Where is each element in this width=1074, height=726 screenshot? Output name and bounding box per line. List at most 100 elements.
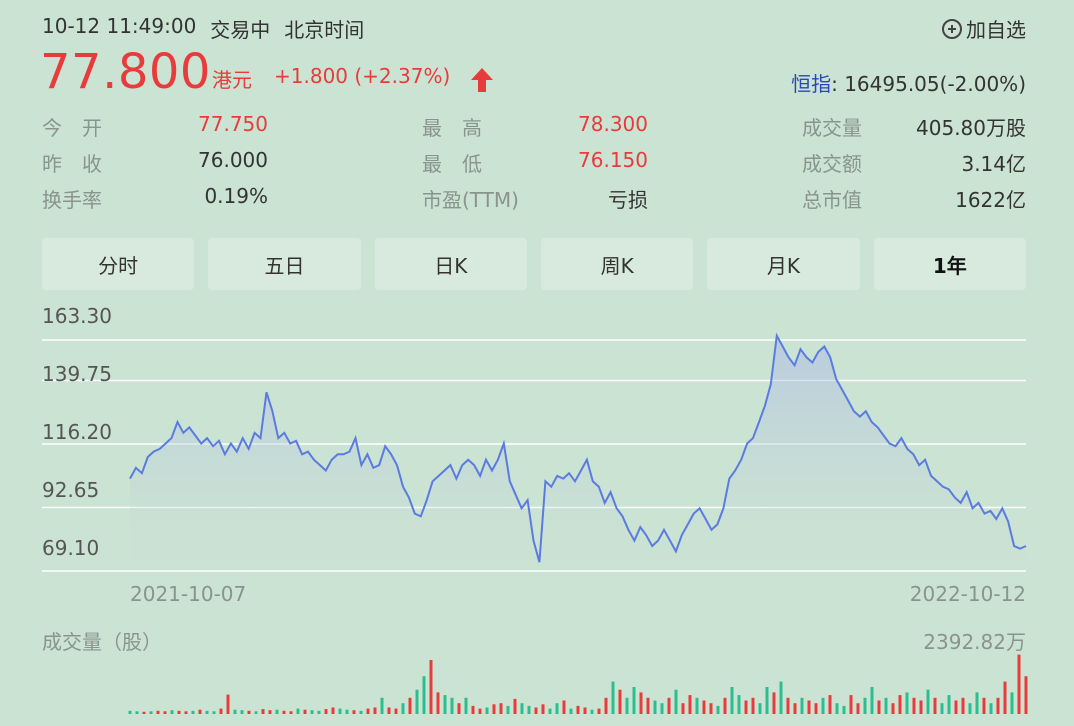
amount-label: 成交额 [802, 152, 862, 176]
volume-bar [814, 703, 818, 714]
volume-bar [961, 697, 965, 714]
volume-bar [653, 700, 657, 714]
volume-bar [590, 709, 594, 714]
volume-bar [478, 708, 482, 714]
volume-bar [338, 708, 342, 714]
index-label: 恒指 [791, 72, 832, 96]
volume-bar [394, 708, 398, 714]
volume-bar [884, 697, 888, 714]
volume-bar [758, 703, 762, 714]
volume-bar [541, 704, 545, 714]
volume-value: 405.80万股 [916, 116, 1026, 140]
volume-bar [527, 705, 531, 714]
volume-bar [415, 689, 419, 714]
volume-bar [989, 703, 993, 714]
volume-bar [163, 711, 167, 714]
volume-bar [905, 692, 909, 714]
volume-bar [520, 703, 524, 714]
tab-one-year[interactable]: 1年 [873, 238, 1026, 290]
price-change: +1.800 (+2.37%) [274, 64, 451, 88]
tab-weekly-k[interactable]: 周K [540, 238, 694, 290]
volume-bar [870, 687, 874, 714]
volume-bar [275, 709, 279, 714]
volume-max: 2392.82万 [923, 630, 1026, 654]
end-date: 2022-10-12 [909, 582, 1026, 606]
volume-bar [352, 710, 356, 714]
y-tick-label: 139.75 [42, 362, 112, 386]
index-value: : 16495.05(-2.00%) [831, 72, 1026, 96]
volume-bar [569, 708, 573, 714]
volume-bar [779, 681, 783, 714]
index-quote[interactable]: 恒指: 16495.05(-2.00%) [791, 68, 1026, 97]
volume-bar [996, 697, 1000, 714]
volume-bar [191, 710, 195, 714]
volume-bar [240, 710, 244, 714]
tab-monthly-k[interactable]: 月K [707, 238, 860, 290]
volume-bar [737, 695, 741, 714]
volume-bar [506, 705, 510, 714]
volume-chart-label: 成交量（股） [42, 630, 162, 654]
volume-bar [835, 703, 839, 714]
volume-bar [380, 697, 384, 714]
trading-status: 交易中 [210, 18, 271, 42]
volume-bar [968, 703, 972, 714]
open-value: 77.750 [198, 112, 268, 136]
prev-close-label: 昨 收 [42, 152, 102, 176]
market-cap-value: 1622亿 [955, 188, 1026, 212]
low-value: 76.150 [578, 148, 648, 172]
high-label: 最 高 [422, 116, 482, 140]
volume-bar [863, 697, 867, 714]
price-line [129, 332, 1027, 563]
volume-bar [919, 700, 923, 714]
volume-bar [485, 707, 489, 714]
tab-five-day[interactable]: 五日 [208, 238, 361, 290]
volume-bar [681, 703, 685, 714]
volume-bar [695, 697, 699, 714]
volume-bar [135, 711, 139, 714]
volume-bar [583, 707, 587, 714]
volume-bar [926, 689, 930, 714]
price-area [130, 335, 1026, 570]
datetime: 10-12 11:49:00 [42, 14, 197, 38]
volume-bar [331, 707, 335, 714]
plus-circle-icon [942, 18, 962, 39]
amount-value: 3.14亿 [961, 152, 1026, 176]
add-watchlist-button[interactable]: 加自选 [942, 14, 1026, 43]
volume-bar [254, 711, 258, 714]
volume-bar [471, 705, 475, 714]
y-tick-label: 116.20 [42, 420, 112, 444]
quote-header: 10-12 11:49:00 交易中 北京时间 [42, 14, 364, 43]
start-date: 2021-10-07 [130, 582, 247, 606]
volume-bar [730, 687, 734, 714]
volume-bar [555, 703, 559, 714]
volume-bar [324, 709, 328, 714]
volume-bar [156, 710, 160, 714]
volume-bar [450, 697, 454, 714]
volume-bar [849, 695, 853, 714]
volume-bar [212, 711, 216, 714]
currency: 港元 [212, 68, 252, 92]
tab-daily-k[interactable]: 日K [374, 238, 527, 290]
y-tick-label: 69.10 [42, 536, 100, 560]
volume-bar [359, 710, 363, 714]
tab-intraday[interactable]: 分时 [42, 238, 195, 290]
market-cap-label: 总市值 [802, 188, 862, 212]
open-label: 今 开 [42, 116, 102, 140]
volume-bar [842, 705, 846, 714]
volume-bar [219, 708, 223, 714]
volume-bar [604, 697, 608, 714]
volume-bar [177, 710, 181, 714]
volume-bar [205, 710, 209, 714]
volume-bar [625, 697, 629, 714]
timezone: 北京时间 [284, 18, 365, 42]
volume-bar [828, 695, 832, 714]
volume-bar [268, 710, 272, 714]
volume-bar [807, 700, 811, 714]
volume-bar [261, 709, 265, 714]
period-tabs: 分时 五日 日K 周K 月K 1年 [42, 238, 1026, 290]
volume-bar [128, 710, 132, 714]
volume-bar [723, 697, 727, 714]
y-tick-label: 163.30 [42, 304, 112, 328]
volume-bar [226, 694, 230, 714]
